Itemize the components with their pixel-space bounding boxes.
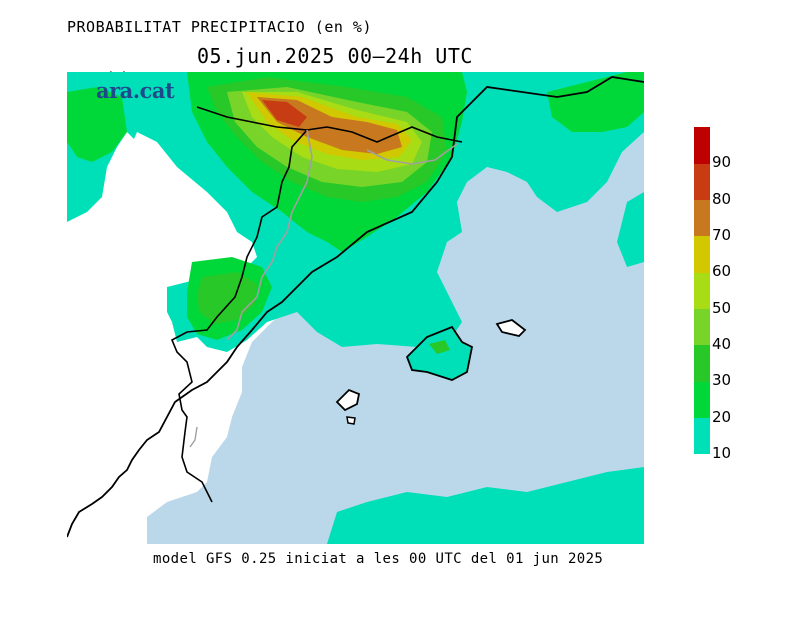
island-mallorca-center (429, 340, 450, 354)
legend-swatch (694, 345, 710, 382)
legend-label: 60 (712, 262, 732, 281)
legend-swatch (694, 236, 710, 273)
internal-border (366, 143, 458, 165)
legend-swatch (694, 417, 710, 455)
legend-label: 40 (712, 335, 732, 353)
legend-label: 70 (712, 226, 732, 244)
island-ibiza (335, 388, 361, 412)
island-formentera (346, 416, 356, 425)
legend-label: 50 (712, 298, 732, 317)
prob-area-10 (327, 467, 644, 544)
prob-area-80 (262, 100, 307, 127)
legend-label: 20 (712, 407, 732, 426)
model-info: model GFS 0.25 iniciat a les 00 UTC del … (153, 551, 604, 567)
border-line (170, 129, 308, 503)
internal-border (189, 426, 198, 448)
precipitation-map (67, 72, 644, 544)
ara-cat-logo[interactable]: ara.cat (96, 78, 175, 103)
legend-label: 90 (712, 153, 732, 172)
color-legend (694, 127, 710, 455)
coastline (67, 76, 644, 538)
border-line (196, 106, 463, 143)
legend-swatch (694, 272, 710, 310)
prob-area-20 (67, 87, 127, 162)
island-menorca (495, 319, 527, 337)
prob-area-20 (547, 72, 644, 132)
legend-swatch (694, 163, 710, 201)
legend-label: 80 (712, 189, 732, 208)
legend-swatch (694, 308, 710, 346)
legend-swatch (694, 127, 710, 164)
legend-label: 30 (712, 371, 732, 390)
forecast-date-range: 05.jun.2025 00—24h UTC (197, 44, 473, 68)
island-mallorca (405, 325, 474, 381)
chart-title: PROBABILITAT PRECIPITACIO (en %) (67, 18, 372, 36)
legend-label: 10 (712, 444, 732, 462)
internal-border (226, 129, 313, 341)
prob-area-10 (617, 192, 644, 267)
prob-area-below-10 (122, 132, 257, 342)
legend-swatch (694, 381, 710, 419)
legend-swatch (694, 199, 710, 237)
